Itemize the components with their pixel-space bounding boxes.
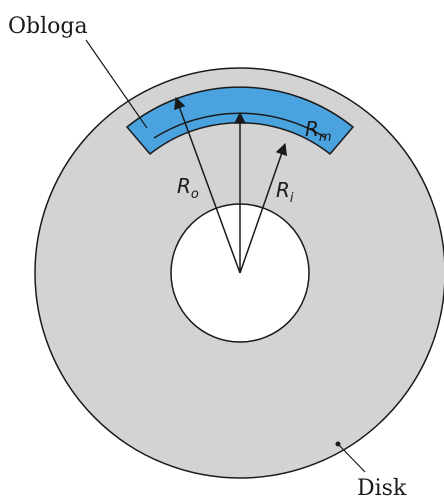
r-m-sub: m [319, 130, 332, 145]
disk-leader-dot [335, 441, 341, 447]
r-o-label: Ro [177, 174, 199, 202]
r-o-sub: o [191, 187, 199, 202]
r-o-base: R [177, 174, 191, 198]
r-i-base: R [276, 178, 290, 202]
lining-leader-line [85, 39, 148, 129]
outer-radius-arrow [174, 96, 241, 274]
disk-leader-line [337, 443, 366, 473]
disk-label: Disk [357, 476, 407, 501]
r-i-label: Ri [276, 178, 294, 206]
inner-radius-arrow [239, 142, 288, 274]
r-m-base: R [305, 117, 319, 141]
r-m-label: Rm [305, 117, 332, 145]
lining-label: Obloga [8, 14, 88, 39]
r-i-sub: i [290, 191, 294, 206]
